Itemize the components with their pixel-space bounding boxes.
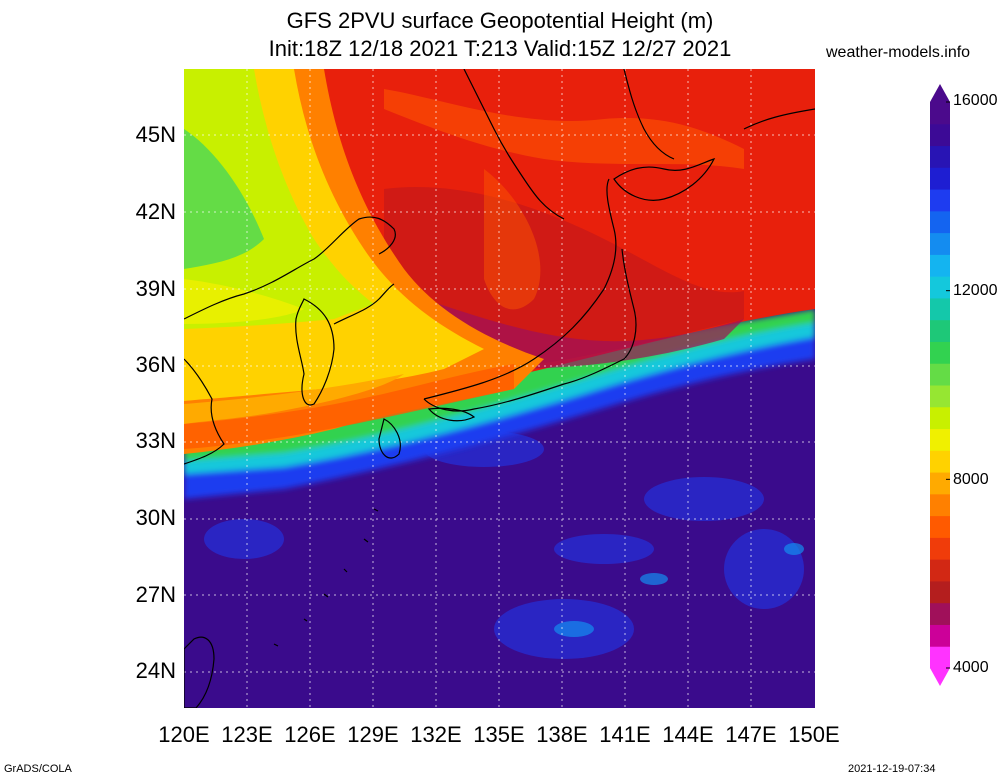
colorbar-cap-bottom (930, 668, 950, 686)
lon-label-126e: 126E (284, 722, 336, 747)
lat-label-36n: 36N (135, 352, 176, 377)
lat-label-27n: 27N (135, 582, 176, 607)
colorbar-swatch (930, 341, 950, 364)
colorbar-swatch (930, 276, 950, 299)
colorbar-swatch (930, 385, 950, 408)
colorbar-swatch (930, 515, 950, 538)
colorbar-label-8000: 8000 (953, 471, 989, 488)
grid-lines (184, 69, 815, 708)
lon-label-135e: 135E (473, 722, 525, 747)
colorbar-swatch (930, 580, 950, 604)
colorbar-label-16000: 16000 (953, 92, 998, 109)
lon-label-120e: 120E (158, 722, 210, 747)
colorbar-label-12000: 12000 (953, 282, 998, 299)
chart-subtitle: Init:18Z 12/18 2021 T:213 Valid:15Z 12/2… (268, 36, 732, 61)
colorbar-swatch (930, 602, 950, 625)
lat-label-42n: 42N (135, 199, 176, 224)
footer-right: 2021-12-19-07:34 (848, 763, 936, 775)
lon-label-144e: 144E (662, 722, 714, 747)
colorbar-swatch (930, 102, 950, 125)
colorbar-swatch (930, 559, 950, 582)
colorbar-swatch (930, 450, 950, 473)
lon-label-129e: 129E (347, 722, 399, 747)
lon-label-132e: 132E (410, 722, 462, 747)
lat-label-45n: 45N (135, 122, 176, 147)
map-panel[interactable] (184, 69, 815, 708)
colorbar-swatch (930, 189, 950, 212)
site-label: weather-models.info (826, 44, 971, 61)
footer-left: GrADS/COLA (4, 763, 72, 775)
colorbar-swatch (930, 145, 950, 168)
colorbar-swatch (930, 646, 950, 669)
colorbar (930, 84, 950, 686)
coastlines (184, 69, 815, 708)
lon-label-123e: 123E (221, 722, 273, 747)
colorbar-swatch (930, 624, 950, 647)
colorbar-swatch (930, 428, 950, 451)
colorbar-swatch (930, 123, 950, 147)
colorbar-svg (930, 84, 950, 686)
colorbar-swatch (930, 319, 950, 342)
lon-label-141e: 141E (599, 722, 651, 747)
colorbar-cap-top (930, 84, 950, 102)
colorbar-swatch (930, 363, 950, 386)
map-canvas (184, 69, 815, 708)
lon-label-150e: 150E (788, 722, 840, 747)
colorbar-swatch (930, 254, 950, 277)
colorbar-swatch (930, 232, 950, 255)
lon-label-138e: 138E (536, 722, 588, 747)
lat-label-33n: 33N (135, 428, 176, 453)
colorbar-swatch (930, 167, 950, 190)
lat-label-24n: 24N (135, 658, 176, 683)
lat-label-39n: 39N (135, 276, 176, 301)
colorbar-swatch (930, 406, 950, 430)
colorbar-swatch (930, 493, 950, 517)
chart-title: GFS 2PVU surface Geopotential Height (m) (286, 8, 714, 33)
colorbar-swatch (930, 297, 950, 321)
lat-label-30n: 30N (135, 505, 176, 530)
colorbar-swatch (930, 210, 950, 234)
colorbar-label-4000: 4000 (953, 659, 989, 676)
lon-label-147e: 147E (725, 722, 777, 747)
colorbar-swatch (930, 472, 950, 495)
colorbar-swatch (930, 537, 950, 560)
